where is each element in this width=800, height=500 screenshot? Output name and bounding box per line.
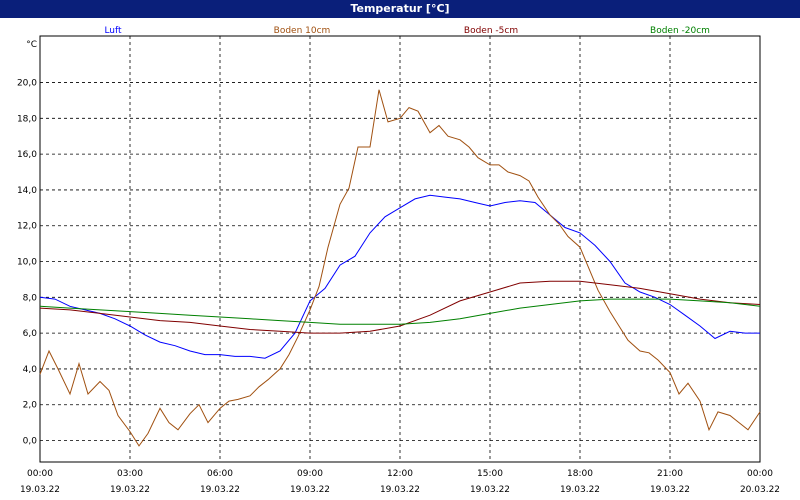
y-tick-label: 10,0 — [17, 258, 37, 268]
x-tick-time: 12:00 — [387, 469, 413, 479]
y-tick-label: 4,0 — [23, 365, 38, 375]
x-tick-time: 09:00 — [297, 469, 323, 479]
y-tick-label: 8,0 — [23, 293, 38, 303]
x-tick-time: 00:00 — [27, 469, 53, 479]
x-tick-date: 20.03.22 — [740, 485, 780, 495]
x-tick-date: 19.03.22 — [110, 485, 150, 495]
y-tick-label: 20,0 — [17, 79, 37, 89]
legend-entry: Luft — [104, 26, 122, 36]
legend-entry: Boden -5cm — [464, 26, 518, 36]
x-tick-time: 15:00 — [477, 469, 503, 479]
legend-entry: Boden 10cm — [274, 26, 331, 36]
x-tick-date: 19.03.22 — [200, 485, 240, 495]
series-line-boden-5cm — [39, 280, 761, 334]
grid-layer — [40, 36, 760, 462]
x-tick-time: 00:00 — [747, 469, 773, 479]
y-axis-label: °C — [26, 40, 37, 50]
chart-title: Temperatur [°C] — [0, 0, 800, 18]
y-tick-label: 16,0 — [17, 150, 37, 160]
y-tick-label: 14,0 — [17, 186, 37, 196]
y-tick-label: 12,0 — [17, 222, 37, 232]
plot-frame — [39, 35, 761, 463]
x-tick-date: 19.03.22 — [290, 485, 330, 495]
x-tick-time: 18:00 — [567, 469, 593, 479]
axis-layer: 0,0 2,0 4,0 6,0 8,0 10,0 12,0 14,0 16,0 18,0 20,0 °… — [17, 35, 780, 495]
x-tick-date: 19.03.22 — [20, 485, 60, 495]
legend-layer: Luft Boden 10cm Boden -5cm Boden -20cm — [104, 26, 710, 36]
y-tick-label: 18,0 — [17, 114, 37, 124]
x-tick-date: 19.03.22 — [650, 485, 690, 495]
series-line-boden-20cm — [39, 298, 761, 325]
x-tick-time: 06:00 — [207, 469, 233, 479]
x-tick-date: 19.03.22 — [470, 485, 510, 495]
x-tick-time: 21:00 — [657, 469, 683, 479]
legend-entry: Boden -20cm — [650, 26, 710, 36]
y-tick-label: 0,0 — [23, 437, 38, 447]
y-tick-label: 2,0 — [23, 401, 38, 411]
series-layer — [39, 89, 761, 447]
x-tick-date: 19.03.22 — [560, 485, 600, 495]
y-tick-label: 6,0 — [23, 329, 38, 339]
x-tick-date: 19.03.22 — [380, 485, 420, 495]
series-line-boden-10cm — [39, 89, 761, 447]
x-tick-time: 03:00 — [117, 469, 143, 479]
series-line-luft — [39, 194, 760, 359]
